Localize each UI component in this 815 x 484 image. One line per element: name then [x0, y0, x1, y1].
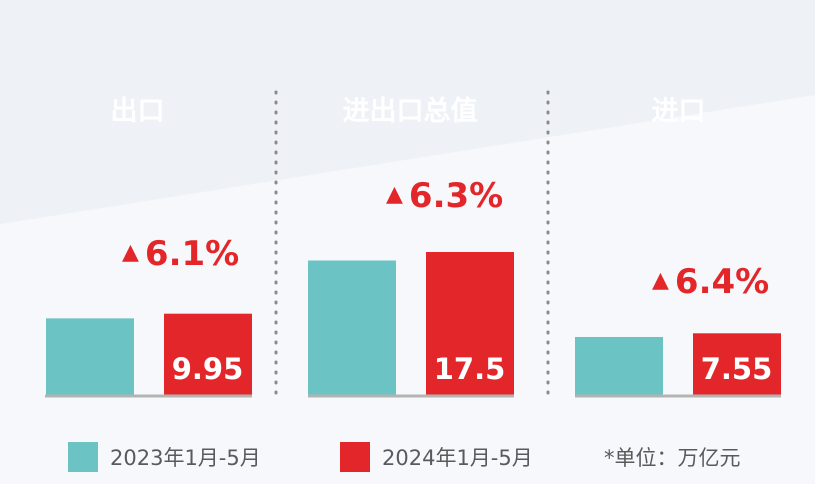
growth-import: ▲ 6.4%	[652, 262, 769, 302]
bar-export-2023	[46, 318, 134, 395]
legend-item-2023: 2023年1月-5月	[68, 440, 261, 476]
up-triangle-icon: ▲	[386, 182, 403, 207]
value-label-total: 17.5	[433, 352, 506, 386]
unit-note: *单位：万亿元	[604, 446, 741, 470]
bar-import-2023	[575, 336, 663, 395]
category-label-export: 出口	[110, 96, 165, 127]
bar-group	[46, 252, 781, 395]
legend-label-2023: 2023年1月-5月	[110, 446, 261, 470]
legend-label-2024: 2024年1月-5月	[382, 446, 533, 470]
growth-export: ▲ 6.1%	[122, 234, 239, 274]
value-label-export: 9.95	[171, 352, 244, 386]
category-label-total: 进出口总值	[342, 96, 478, 127]
growth-export-value: 6.1%	[144, 234, 240, 274]
bar-import-2024	[693, 333, 781, 395]
bar-total-2023	[308, 260, 396, 395]
legend-item-2024: 2024年1月-5月	[340, 440, 533, 476]
value-label-import: 7.55	[700, 352, 773, 386]
legend-swatch-2024	[340, 442, 370, 472]
bar-export-2024	[164, 313, 252, 395]
category-label-import: 进口	[651, 96, 706, 127]
growth-import-value: 6.4%	[674, 262, 770, 302]
trade-bar-chart	[45, 90, 781, 404]
growth-total-value: 6.3%	[408, 176, 504, 216]
bar-total-2024	[426, 252, 514, 395]
legend-swatch-2023	[68, 442, 98, 472]
growth-total: ▲ 6.3%	[386, 176, 503, 216]
legend: 2023年1月-5月 2024年1月-5月 *单位：万亿元	[0, 440, 815, 480]
up-triangle-icon: ▲	[652, 268, 669, 293]
up-triangle-icon: ▲	[122, 240, 139, 265]
